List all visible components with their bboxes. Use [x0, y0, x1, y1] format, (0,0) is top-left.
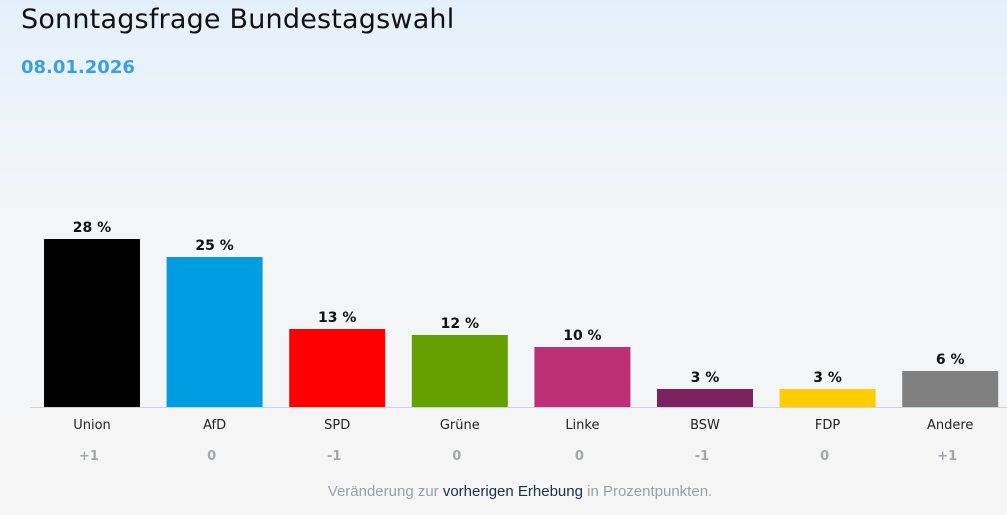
bar-chart: 28 % Union +1 25 % AfD 0 13 % SPD -1 12 % Grüne 0 10…	[30, 220, 1007, 464]
value-label: 13 %	[318, 310, 356, 326]
change-label: -1	[695, 449, 709, 464]
bar-bsw	[657, 389, 753, 407]
bar-linke	[534, 347, 631, 407]
change-label: 0	[452, 449, 461, 464]
change-note: Veränderung zur vorherigen Erhebung in P…	[0, 483, 1007, 500]
page-title: Sonntagsfrage Bundestagswahl	[21, 4, 455, 35]
category-label: Union	[73, 418, 111, 433]
category-label: FDP	[815, 418, 840, 433]
bar-fdp	[779, 389, 876, 407]
survey-date: 08.01.2026	[21, 57, 135, 78]
change-label: 0	[207, 449, 216, 464]
change-label: +1	[79, 449, 99, 464]
note-prefix: Veränderung zur	[327, 483, 443, 500]
change-label: 0	[575, 449, 584, 464]
value-label: 12 %	[441, 316, 479, 332]
value-label: 3 %	[691, 370, 720, 386]
value-label: 25 %	[195, 238, 233, 254]
category-label: SPD	[324, 418, 350, 433]
value-label: 6 %	[936, 352, 965, 368]
category-label: Linke	[565, 418, 599, 433]
bar-grüne	[411, 335, 508, 407]
change-label: +1	[937, 449, 957, 464]
bar-spd	[289, 329, 386, 407]
bar-union	[44, 239, 140, 407]
category-label: AfD	[203, 418, 226, 433]
category-label: BSW	[690, 418, 720, 433]
bar-andere	[902, 371, 999, 407]
category-label: Andere	[927, 418, 973, 433]
category-label: Grüne	[440, 418, 480, 433]
note-suffix: in Prozentpunkten.	[582, 483, 713, 500]
change-label: -1	[327, 449, 341, 464]
value-label: 10 %	[563, 328, 601, 344]
change-label: 0	[820, 449, 829, 464]
value-label: 28 %	[73, 220, 111, 236]
previous-survey-link[interactable]: vorherigen Erhebung	[442, 483, 583, 500]
value-label: 3 %	[813, 370, 842, 386]
bar-afd	[166, 257, 263, 407]
